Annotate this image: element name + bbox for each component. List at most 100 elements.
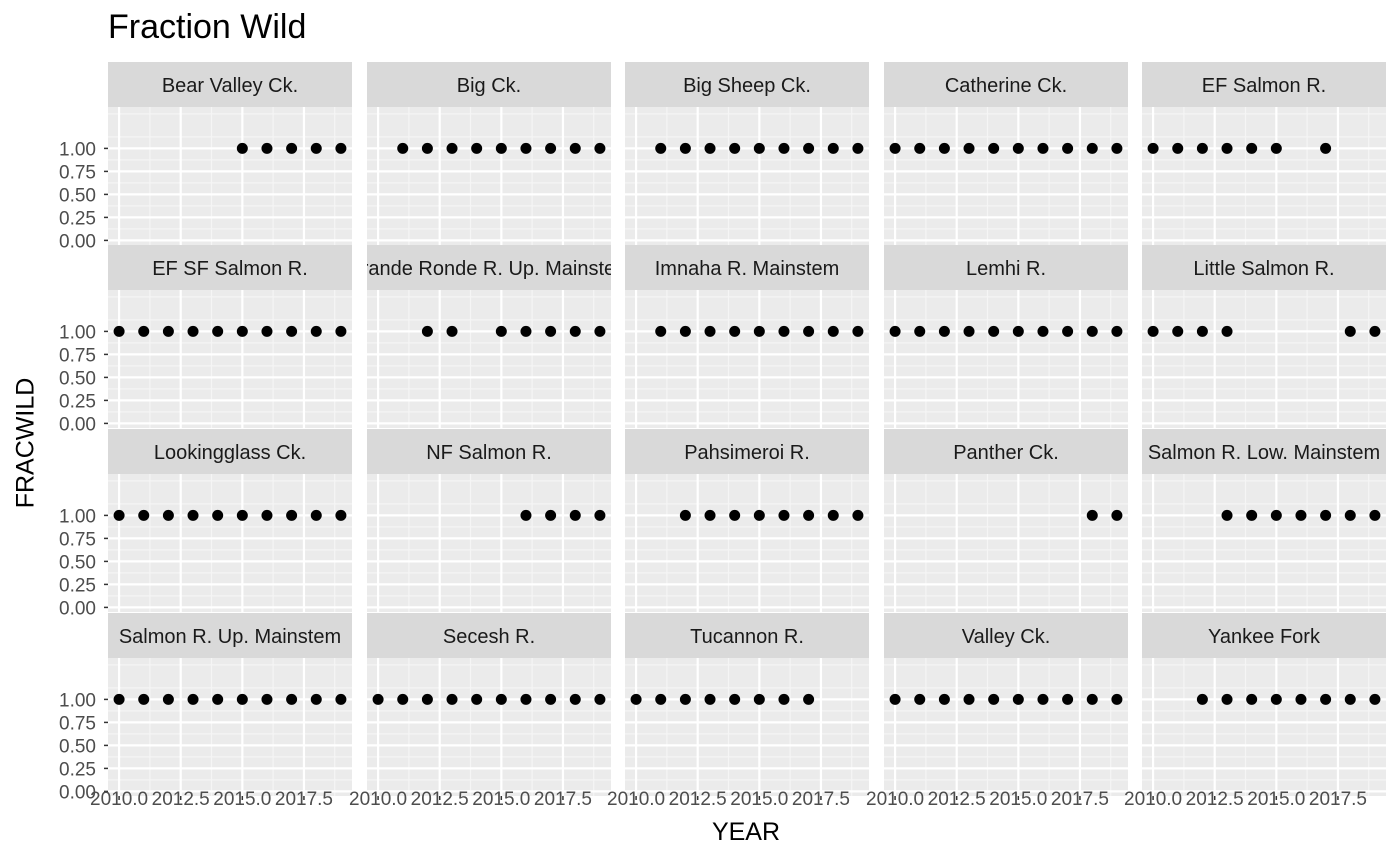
data-point [1320, 509, 1332, 521]
panel-background [1142, 290, 1386, 428]
facet-strip-label: Catherine Ck. [945, 75, 1067, 97]
chart-title: Fraction Wild [108, 8, 307, 46]
facet-strip [1142, 245, 1386, 290]
x-tick-label: 2012.5 [669, 789, 727, 810]
data-point [162, 509, 174, 521]
data-point [679, 509, 691, 521]
data-point [1221, 142, 1233, 154]
facet-strip [884, 62, 1128, 107]
facet-strip [884, 429, 1128, 474]
facet-panel: Catherine Ck. [884, 62, 1128, 245]
facet-strip-label: Lemhi R. [966, 258, 1046, 280]
data-point [446, 142, 458, 154]
data-point [778, 509, 790, 521]
data-point [963, 693, 975, 705]
data-point [729, 142, 741, 154]
data-point [236, 142, 248, 154]
data-point [655, 325, 667, 337]
y-tick-label: 1.00 [59, 139, 96, 160]
y-tick-label: 0.00 [59, 414, 96, 435]
data-point [852, 325, 864, 337]
data-point [827, 509, 839, 521]
y-tick-label: 0.50 [59, 185, 96, 206]
data-point [1086, 693, 1098, 705]
panel-background [1142, 474, 1386, 612]
data-point [286, 142, 298, 154]
data-point [520, 325, 532, 337]
data-point [310, 693, 322, 705]
facet-strip [367, 613, 611, 658]
data-point [1037, 142, 1049, 154]
facet-strip [367, 429, 611, 474]
data-point [803, 509, 815, 521]
panel-background [108, 290, 352, 428]
data-point [753, 325, 765, 337]
data-point [261, 509, 273, 521]
data-point [778, 325, 790, 337]
data-point [594, 509, 606, 521]
panel-background [884, 107, 1128, 245]
data-point [1086, 142, 1098, 154]
data-point [310, 142, 322, 154]
data-point [113, 325, 125, 337]
data-point [335, 693, 347, 705]
data-point [335, 509, 347, 521]
data-point [446, 325, 458, 337]
data-point [889, 693, 901, 705]
x-tick-label: 2015.0 [730, 789, 788, 810]
data-point [1012, 142, 1024, 154]
data-point [803, 325, 815, 337]
facet-strip [367, 62, 611, 107]
data-point [397, 142, 409, 154]
data-point [655, 693, 667, 705]
data-point [1086, 509, 1098, 521]
facet-strip [367, 245, 611, 290]
data-point [1012, 325, 1024, 337]
data-point [138, 325, 150, 337]
facet-panel: Lookingglass Ck. 0.000.250.500.751.00 [59, 429, 352, 619]
facet-strip [108, 613, 352, 658]
x-tick-label: 2017.5 [275, 789, 333, 810]
data-point [704, 509, 716, 521]
data-point [138, 693, 150, 705]
facet-panel: Yankee Fork 2010.0 2012.5 2015.0 2017.5 [1124, 613, 1386, 810]
y-tick-label: 0.75 [59, 162, 96, 183]
y-tick-label: 0.00 [59, 782, 96, 803]
data-point [1037, 693, 1049, 705]
data-point [286, 325, 298, 337]
x-tick-label: 2012.5 [1186, 789, 1244, 810]
panel-background [884, 290, 1128, 428]
facet-strip [884, 613, 1128, 658]
data-point [1147, 325, 1159, 337]
data-point [335, 325, 347, 337]
data-point [187, 509, 199, 521]
data-point [1246, 693, 1258, 705]
x-tick-label: 2017.5 [1309, 789, 1367, 810]
data-point [446, 693, 458, 705]
panel-background [884, 658, 1128, 796]
data-point [753, 509, 765, 521]
data-point [1086, 325, 1098, 337]
data-point [1221, 693, 1233, 705]
data-point [889, 142, 901, 154]
panel-background [625, 474, 869, 612]
x-tick-label: 2017.5 [1051, 789, 1109, 810]
data-point [113, 693, 125, 705]
panel-background [108, 107, 352, 245]
panel-background [1142, 658, 1386, 796]
data-point [594, 325, 606, 337]
data-point [803, 693, 815, 705]
facet-strip-label: Panther Ck. [953, 442, 1059, 464]
data-point [421, 325, 433, 337]
x-tick-label: 2015.0 [213, 789, 271, 810]
data-point [236, 509, 248, 521]
x-tick-label: 2012.5 [411, 789, 469, 810]
data-point [852, 509, 864, 521]
data-point [963, 142, 975, 154]
data-point [778, 693, 790, 705]
facet-panel: Bear Valley Ck. 0.000.250.500.751.00 [59, 62, 352, 252]
facet-panel: Secesh R. 2010.0 2012.5 2015.0 2017.5 [349, 613, 611, 810]
facet-panel: Lemhi R. [884, 245, 1128, 428]
data-point [679, 325, 691, 337]
data-point [679, 693, 691, 705]
